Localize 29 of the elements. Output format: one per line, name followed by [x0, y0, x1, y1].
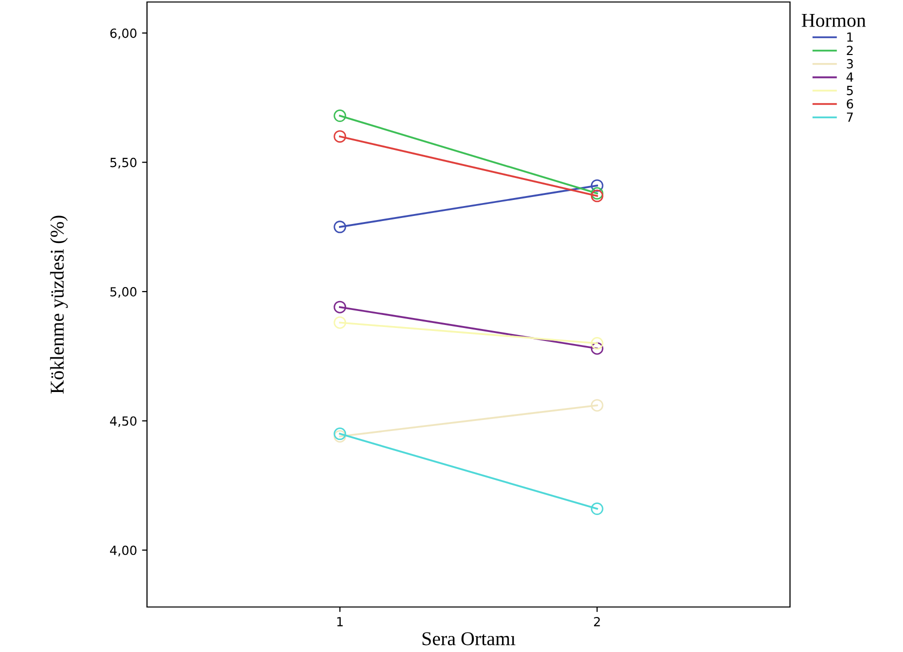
- x-axis-title: Sera Ortamı: [422, 632, 516, 646]
- point: [334, 220, 346, 234]
- point: [590, 187, 604, 200]
- y-tick-label: 4,00: [110, 546, 136, 556]
- point: [590, 179, 604, 192]
- legend-label: 7: [846, 112, 853, 122]
- point: [334, 316, 346, 329]
- legend-label: 6: [846, 99, 854, 109]
- y-tick-label: 4,50: [110, 416, 136, 428]
- point: [590, 190, 604, 202]
- y-tick-label: 5,00: [110, 287, 136, 298]
- point: [590, 342, 604, 355]
- legend-label: 3: [846, 59, 853, 69]
- point: [334, 428, 346, 440]
- point: [334, 430, 346, 443]
- point: [334, 130, 346, 143]
- point: [590, 337, 604, 350]
- point: [590, 399, 604, 412]
- legend-label: 5: [846, 86, 853, 96]
- legend-label: 2: [846, 46, 853, 55]
- point: [590, 502, 604, 516]
- point: [334, 110, 346, 122]
- point: [334, 300, 346, 314]
- y-tick-label: 6,00: [110, 28, 136, 40]
- legend-label: 4: [846, 72, 854, 82]
- y-axis-title: Köklenme yüzdesi (%): [50, 216, 68, 394]
- legend-title: Hormon: [802, 14, 866, 27]
- legend-label: 1: [847, 32, 853, 42]
- y-tick-label: 5,50: [110, 158, 136, 168]
